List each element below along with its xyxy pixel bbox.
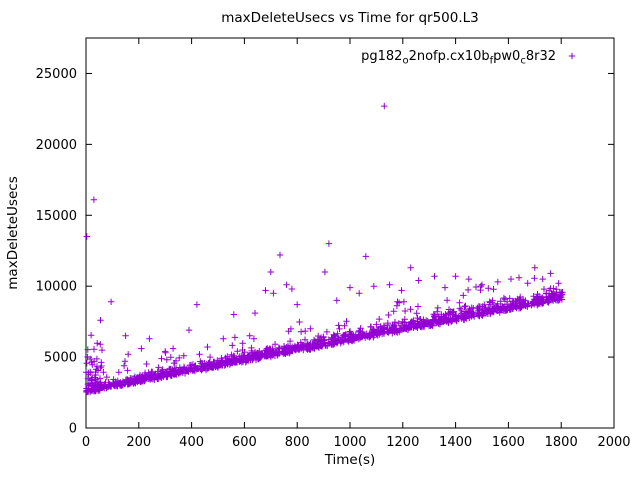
chart-title: maxDeleteUsecs vs Time for qr500.L3 xyxy=(221,10,479,26)
tick-marks xyxy=(85,38,615,429)
y-tick-label: 0 xyxy=(69,422,77,437)
x-tick-label: 800 xyxy=(285,435,310,450)
x-tick-label: 200 xyxy=(126,435,151,450)
legend-label: pg182o2nofp.cx10bfpw0c8r32 xyxy=(361,49,556,67)
x-tick-label: 400 xyxy=(179,435,204,450)
tick-labels: 0 200 400 600 800 1000 1200 1400 1600 1800 2000050… xyxy=(36,67,631,450)
x-tick-label: 1000 xyxy=(333,435,366,450)
x-tick-label: 1400 xyxy=(439,435,472,450)
y-tick-label: 10000 xyxy=(36,280,77,295)
x-tick-label: 0 xyxy=(82,435,90,450)
x-tick-label: 1600 xyxy=(492,435,525,450)
y-axis-label: maxDeleteUsecs xyxy=(5,176,21,289)
x-axis-label: Time(s) xyxy=(324,452,376,468)
legend-marker-icon xyxy=(568,52,576,60)
x-tick-label: 1800 xyxy=(545,435,578,450)
y-tick-label: 25000 xyxy=(36,67,77,82)
legend: pg182o2nofp.cx10bfpw0c8r32 xyxy=(361,49,576,67)
y-tick-label: 15000 xyxy=(36,209,77,224)
x-tick-label: 2000 xyxy=(597,435,630,450)
y-tick-label: 20000 xyxy=(36,138,77,153)
x-tick-label: 600 xyxy=(232,435,257,450)
x-tick-label: 1200 xyxy=(386,435,419,450)
data-points xyxy=(82,102,566,396)
y-tick-label: 5000 xyxy=(44,351,77,366)
